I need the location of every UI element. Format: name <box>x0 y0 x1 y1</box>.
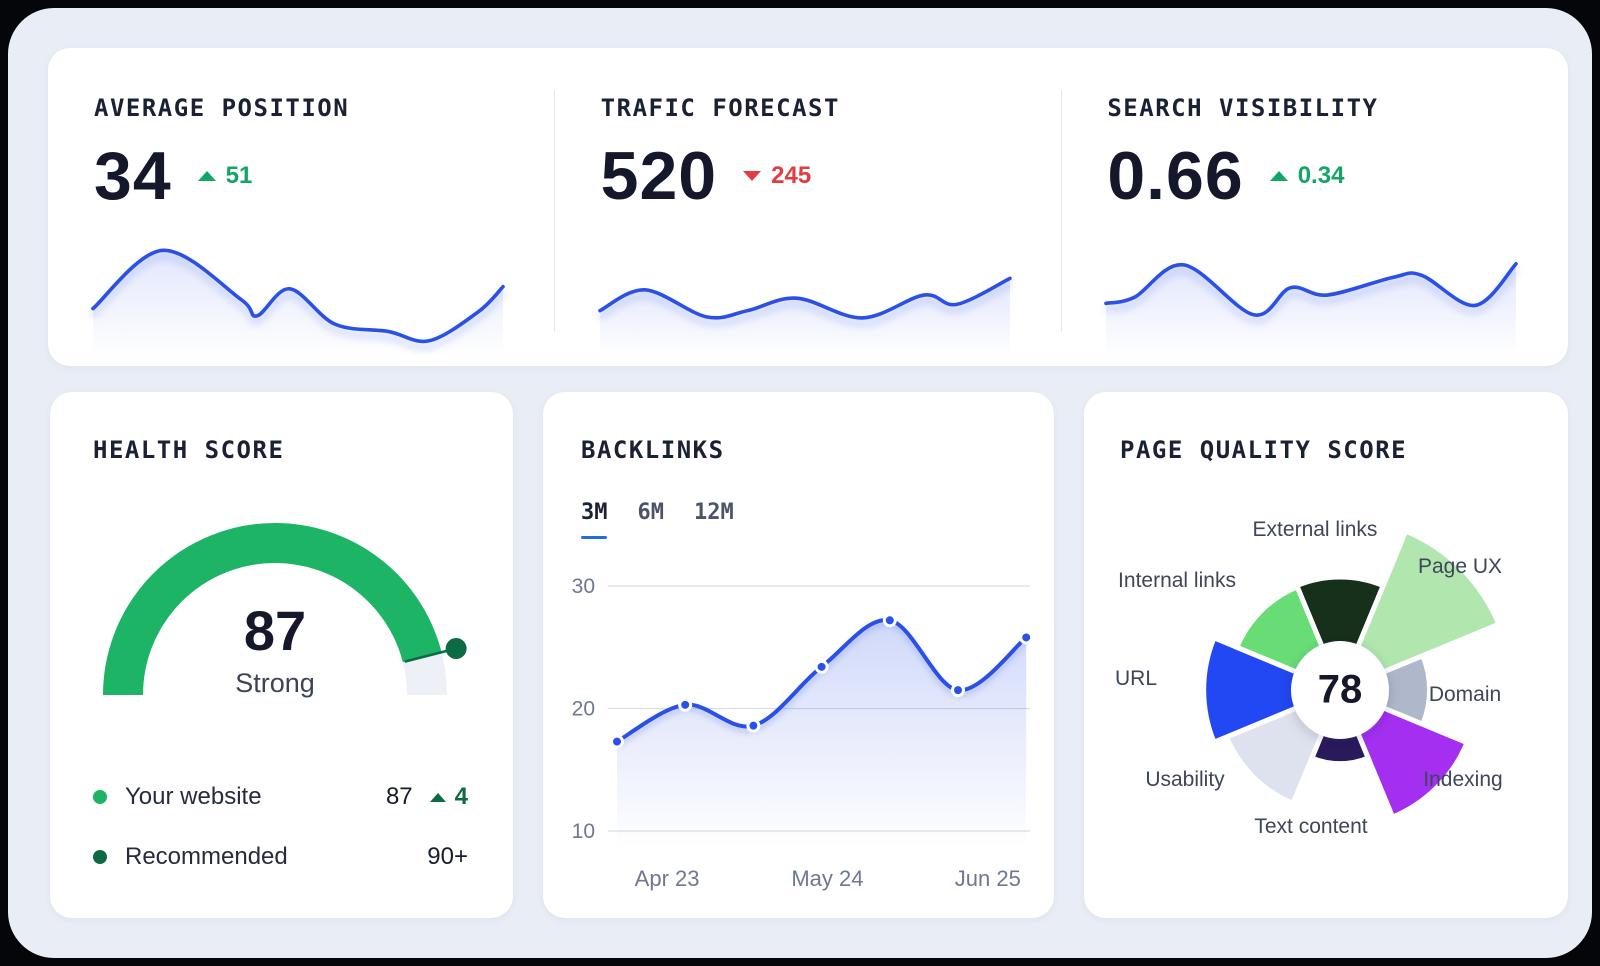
polar-label: Page UX <box>1417 555 1503 578</box>
polar-label: External links <box>1252 518 1378 541</box>
gauge-status: Strong <box>235 668 315 698</box>
stat-title: TRAFIC FORECAST <box>600 94 840 122</box>
delta-down-icon <box>743 171 762 181</box>
svg-text:20: 20 <box>572 698 595 721</box>
polar-label: Internal links <box>1118 569 1236 592</box>
legend-label: Recommended <box>125 843 288 870</box>
svg-text:30: 30 <box>572 575 595 598</box>
sparkline-chart <box>91 248 505 356</box>
page-quality-polar-chart <box>1201 527 1503 821</box>
stat-card-trafic-forecast: TRAFIC FORECAST 520 245 <box>555 48 1062 366</box>
stat-value: 34 <box>94 138 172 214</box>
svg-text:10: 10 <box>572 820 595 843</box>
stat-card-search-visibility: SEARCH VISIBILITY 0.66 0.34 <box>1061 48 1568 366</box>
stat-title: SEARCH VISIBILITY <box>1107 94 1379 122</box>
health-score-card: HEALTH SCORE 87 Strong Your website 87 4… <box>50 392 513 918</box>
backlinks-line-chart: 30 20 10 Apr 23 May 24 Jun 25 <box>572 575 1034 891</box>
legend-row-recommended: Recommended 90+ <box>93 840 468 874</box>
polar-label: Domain <box>1428 683 1502 706</box>
legend-value: 87 <box>385 783 413 810</box>
delta-value: 51 <box>225 162 253 189</box>
legend-label: Your website <box>125 783 262 810</box>
section-divider <box>554 90 555 332</box>
polar-label: Text content <box>1254 815 1368 838</box>
polar-label: Usability <box>1145 768 1225 791</box>
stat-delta: 51 <box>197 162 253 190</box>
tab-6m[interactable]: 6M <box>637 500 665 525</box>
legend-value: 90+ <box>427 843 468 870</box>
health-gauge-chart <box>103 523 467 696</box>
polar-center-score: 78 <box>1317 667 1363 712</box>
sparkline-chart <box>1104 262 1519 356</box>
stat-card-average-position: AVERAGE POSITION 34 51 <box>48 48 555 366</box>
legend-row-your-website: Your website 87 4 <box>93 780 468 814</box>
delta-up-icon <box>1269 171 1288 181</box>
period-tabs: 3M 6M 12M <box>581 500 734 539</box>
top-stats-card: AVERAGE POSITION 34 51 TRAFIC FORECAST 5… <box>48 48 1568 366</box>
delta-up-icon <box>429 792 446 802</box>
delta-value: 0.34 <box>1297 162 1345 189</box>
stat-title: AVERAGE POSITION <box>94 94 350 122</box>
polar-label: URL <box>1114 667 1158 690</box>
tab-12m[interactable]: 12M <box>694 500 734 525</box>
svg-text:Apr 23: Apr 23 <box>635 866 700 891</box>
stat-value: 0.66 <box>1107 138 1244 214</box>
backlinks-card: BACKLINKS 3M 6M 12M 30 20 10 Apr 23 May 24 Ju… <box>543 392 1054 918</box>
legend-delta: 4 <box>429 783 468 811</box>
legend-dot <box>93 790 107 804</box>
health-legend: Your website 87 4 Recommended 90+ <box>93 780 468 874</box>
legend-dot <box>93 850 107 864</box>
page-quality-card: PAGE QUALITY SCORE 78 External links Page… <box>1084 392 1568 918</box>
section-divider <box>1061 90 1062 332</box>
delta-value: 245 <box>771 162 812 189</box>
svg-text:May 24: May 24 <box>791 866 863 891</box>
legend-delta-value: 4 <box>454 783 468 810</box>
card-title: HEALTH SCORE <box>93 436 285 464</box>
stat-delta: 0.34 <box>1269 162 1345 190</box>
sparkline-chart <box>597 276 1012 356</box>
polar-label: Indexing <box>1423 768 1503 791</box>
gauge-value: 87 <box>243 599 307 662</box>
stat-value: 520 <box>600 138 718 214</box>
dashboard-panel: AVERAGE POSITION 34 51 TRAFIC FORECAST 5… <box>8 8 1592 958</box>
card-title: BACKLINKS <box>581 436 725 464</box>
tab-3m[interactable]: 3M <box>581 500 608 539</box>
stat-delta: 245 <box>743 162 811 190</box>
card-title: PAGE QUALITY SCORE <box>1120 436 1408 464</box>
svg-text:Jun 25: Jun 25 <box>955 866 1021 891</box>
delta-up-icon <box>197 171 216 181</box>
